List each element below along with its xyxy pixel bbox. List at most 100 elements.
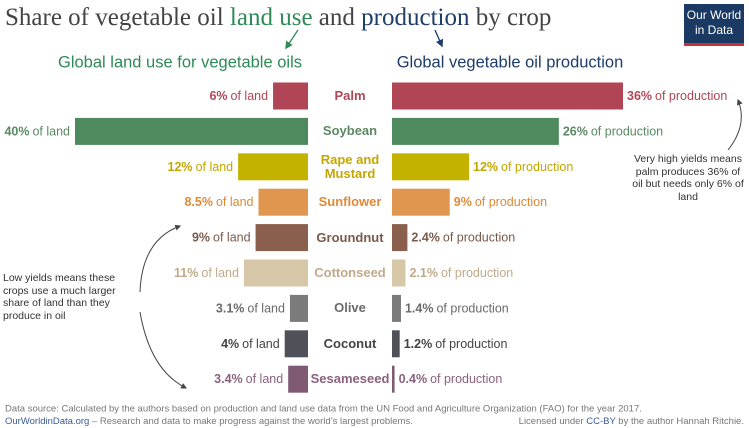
source: Data source: Calculated by the authors b… xyxy=(5,404,642,415)
category-label: Soybean xyxy=(322,123,378,139)
logo-text: in Data xyxy=(695,23,733,37)
value-label-number: 36% xyxy=(627,89,652,103)
value-label-suffix: of production xyxy=(501,160,573,174)
value-label-number: 1.2% xyxy=(404,337,433,351)
value-label-number: 12% xyxy=(473,160,498,174)
series-header: Global vegetable oil production xyxy=(397,53,624,71)
value-label-suffix: of land xyxy=(247,302,285,316)
bar xyxy=(392,82,623,110)
annotation: Very high yields means palm produces 36%… xyxy=(632,153,744,203)
value-label-suffix: of production xyxy=(441,266,513,280)
value-label-number: 11% xyxy=(174,266,198,280)
value-label: 1.4% of production xyxy=(405,302,509,316)
value-label-suffix: of land xyxy=(242,337,280,351)
footer-left: OurWorldinData.org – Research and data t… xyxy=(5,416,413,427)
value-label-suffix: of production xyxy=(435,337,507,351)
bar xyxy=(243,259,308,287)
title-part: land use xyxy=(230,4,313,31)
value-label-number: 9% xyxy=(454,195,472,209)
license-link[interactable]: CC-BY xyxy=(586,416,616,427)
annotation-arrow xyxy=(139,311,188,389)
bar xyxy=(392,153,469,181)
value-label-suffix: of production xyxy=(591,125,663,139)
value-label-suffix: of land xyxy=(213,231,251,245)
bar xyxy=(75,117,308,145)
category-label: Sunflower xyxy=(318,194,382,210)
bar xyxy=(392,117,559,145)
bar xyxy=(392,224,408,252)
category-label: Palm xyxy=(334,88,366,103)
value-label-suffix: of land xyxy=(216,195,254,209)
value-label: 8.5% of land xyxy=(184,195,253,209)
value-label-number: 12% xyxy=(168,160,193,174)
value-label: 36% of production xyxy=(627,89,727,103)
value-label-suffix: of land xyxy=(196,160,234,174)
category-label: Olive xyxy=(334,300,366,316)
value-label-suffix: of land xyxy=(201,266,239,280)
bar xyxy=(238,153,308,181)
value-label-number: 1.4% xyxy=(405,302,434,316)
category-label: Groundnut xyxy=(316,229,384,245)
bar xyxy=(289,294,308,322)
bar xyxy=(392,294,401,322)
value-label-suffix: of production xyxy=(475,195,547,209)
bar xyxy=(273,82,308,110)
value-label-number: 3.1% xyxy=(216,302,245,316)
bar xyxy=(255,224,308,252)
value-label-number: 0.4% xyxy=(399,372,428,386)
value-label-number: 9% xyxy=(192,231,210,245)
title-part: Share of vegetable oil xyxy=(5,4,230,31)
annotation: Low yields means these crops use a much … xyxy=(3,272,116,322)
logo-box xyxy=(684,4,744,46)
value-label-number: 2.1% xyxy=(409,266,438,280)
value-label: 0.4% of production xyxy=(399,372,503,386)
value-label: 6% of land xyxy=(209,89,268,103)
logo-stripe xyxy=(684,43,744,46)
bar xyxy=(392,365,395,393)
category-label: Rape and Mustard xyxy=(320,151,380,181)
bar xyxy=(258,188,308,216)
title-part: and xyxy=(313,4,362,31)
value-label-suffix: of land xyxy=(231,89,269,103)
value-label: 9% of land xyxy=(192,231,251,245)
value-label-suffix: of production xyxy=(443,231,515,245)
category-label: Coconut xyxy=(323,335,377,351)
value-label: 40% of land xyxy=(4,125,70,139)
value-label-suffix: of land xyxy=(246,372,284,386)
value-label-suffix: of production xyxy=(430,372,502,386)
value-label: 2.4% of production xyxy=(411,231,515,245)
value-label: 12% of land xyxy=(168,160,234,174)
license-text: by the author Hannah Ritchie. xyxy=(616,416,744,427)
chart-title: Share of vegetable oil land use and prod… xyxy=(5,4,551,31)
value-label-number: 2.4% xyxy=(411,231,440,245)
value-label: 4% of land xyxy=(221,337,280,351)
license-text: Licensed under xyxy=(519,416,587,427)
title-part: by crop xyxy=(469,4,551,31)
bar xyxy=(392,330,400,358)
value-label-number: 8.5% xyxy=(184,195,213,209)
value-label-number: 6% xyxy=(209,89,227,103)
value-label-number: 4% xyxy=(221,337,239,351)
title-part: production xyxy=(361,4,470,31)
value-label: 11% of land xyxy=(174,266,239,280)
license: Licensed under CC-BY by the author Hanna… xyxy=(519,416,744,427)
value-label: 26% of production xyxy=(563,125,663,139)
mission: – Research and data to make progress aga… xyxy=(89,416,413,427)
bar xyxy=(392,259,406,287)
value-label-number: 26% xyxy=(563,125,588,139)
value-label-suffix: of land xyxy=(32,125,70,139)
value-label-suffix: of production xyxy=(436,302,508,316)
site-link[interactable]: OurWorldinData.org xyxy=(5,416,89,427)
category-label: Cottonseed xyxy=(314,265,386,280)
annotation-arrow xyxy=(139,224,182,293)
annotation-arrow xyxy=(727,98,743,151)
series-header: Global land use for vegetable oils xyxy=(58,53,302,71)
bar xyxy=(284,330,308,358)
value-label: 1.2% of production xyxy=(404,337,508,351)
title-arrow xyxy=(285,29,299,50)
value-label-suffix: of production xyxy=(655,89,727,103)
value-label: 3.1% of land xyxy=(216,302,285,316)
value-label-number: 3.4% xyxy=(214,372,243,386)
